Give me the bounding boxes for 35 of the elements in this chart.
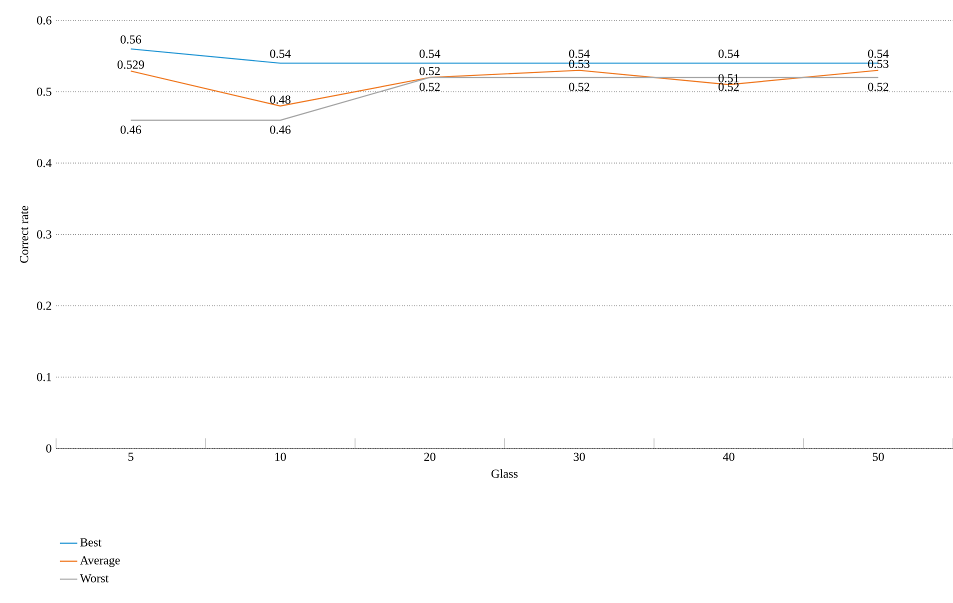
data-label: 0.48 bbox=[270, 95, 290, 104]
data-label: 0.53 bbox=[868, 60, 888, 68]
x-tick-label: 40 bbox=[722, 452, 734, 461]
y-axis-title: Correct rate bbox=[20, 206, 28, 263]
y-tick-label: 0.5 bbox=[37, 87, 52, 96]
x-tick-label: 50 bbox=[872, 452, 884, 461]
y-tick-label: 0.6 bbox=[37, 16, 52, 24]
x-tick-label: 30 bbox=[574, 452, 585, 461]
y-tick-label: 0.4 bbox=[37, 158, 52, 168]
y-tick-label: 0 bbox=[46, 444, 52, 452]
data-label: 0.51 bbox=[718, 74, 739, 82]
legend-label: Best bbox=[80, 538, 102, 546]
data-label: 0.54 bbox=[420, 49, 440, 58]
x-tick-label: 5 bbox=[128, 452, 134, 461]
y-tick-label: 0.3 bbox=[37, 230, 52, 238]
y-tick-label: 0.2 bbox=[37, 301, 52, 310]
data-label: 0.54 bbox=[569, 49, 590, 58]
data-label: 0.52 bbox=[420, 66, 440, 76]
data-label: 0.54 bbox=[270, 49, 291, 58]
legend-label: Worst bbox=[80, 574, 109, 582]
data-label: 0.46 bbox=[120, 125, 142, 134]
data-label: 0.529 bbox=[118, 60, 144, 69]
data-label: 0.52 bbox=[569, 82, 590, 91]
y-tick-label: 0.1 bbox=[37, 372, 52, 382]
data-label: 0.56 bbox=[120, 35, 142, 44]
data-label: 0.54 bbox=[718, 49, 740, 58]
legend-label: Average bbox=[80, 556, 120, 567]
x-tick-label: 20 bbox=[424, 452, 436, 461]
data-label: 0.52 bbox=[420, 82, 440, 91]
data-label: 0.46 bbox=[270, 125, 291, 134]
x-axis-title: Glass bbox=[491, 469, 518, 478]
data-label: 0.52 bbox=[718, 82, 739, 91]
data-label: 0.54 bbox=[868, 49, 889, 58]
x-tick-label: 10 bbox=[275, 452, 286, 461]
data-label: 0.52 bbox=[868, 82, 888, 91]
